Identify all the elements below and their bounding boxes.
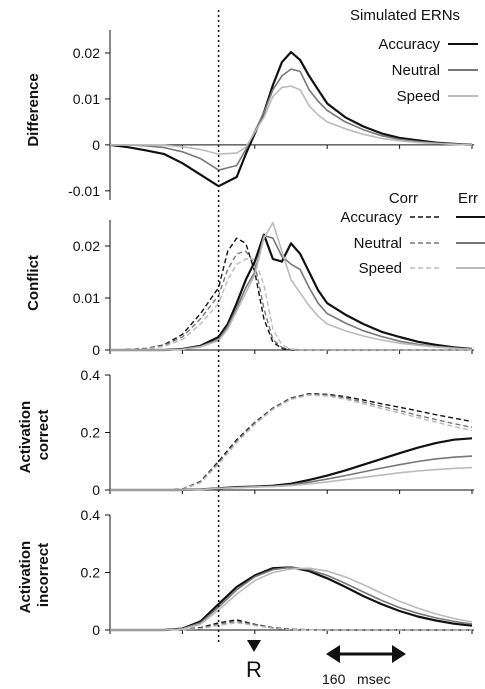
plot-area-difference: -0.01 0 0.01 0.02 bbox=[68, 30, 474, 200]
legend-col-corr: Corr bbox=[389, 190, 418, 207]
y-tick-label: 0 bbox=[92, 137, 100, 153]
series-lines-conflict bbox=[109, 221, 473, 352]
y-tick-label: 0.4 bbox=[81, 507, 101, 523]
panel-conflict: 0 0.01 0.02 Conflict Corr Err Accuracy Neu… bbox=[25, 190, 485, 358]
legend-label-neutral: Neutral bbox=[392, 62, 440, 79]
ticks-activation-incorrect: 0 0.2 0.4 bbox=[81, 507, 110, 638]
series-line-neutral-corr bbox=[109, 250, 472, 351]
series-line-accuracy-err bbox=[110, 233, 473, 352]
plot-area-activation-incorrect: 0 0.2 0.4 bbox=[81, 507, 474, 638]
series-line-accuracy-corr bbox=[110, 619, 472, 631]
scale-bar-right-arrow-icon bbox=[392, 645, 406, 663]
plot-area-conflict: 0 0.01 0.02 bbox=[73, 220, 474, 358]
response-label: R bbox=[246, 657, 262, 682]
series-line-accuracy-corr bbox=[110, 393, 473, 491]
legend-label-speed-2: Speed bbox=[359, 260, 402, 277]
legend-col-err: Err bbox=[458, 190, 478, 207]
y-tick-label: 0.2 bbox=[81, 425, 101, 441]
y-axis-label-activation-correct: Activation correct bbox=[17, 397, 52, 474]
y-tick-label: 0 bbox=[92, 342, 100, 358]
panel-activation-incorrect: 0 0.2 0.4 Activation incorrect bbox=[17, 507, 474, 638]
series-line-speed-corr bbox=[110, 394, 473, 491]
y-tick-label: 0.02 bbox=[73, 45, 100, 61]
scale-bar: 160 msec bbox=[322, 645, 406, 687]
y-axis-label-activation-correct-line1: Activation bbox=[17, 401, 34, 474]
y-tick-label: 0.4 bbox=[81, 367, 101, 383]
y-axis-label-activation-incorrect-line1: Activation bbox=[17, 541, 34, 614]
series-line-neutral-err bbox=[110, 566, 473, 631]
scale-bar-left-arrow-icon bbox=[326, 645, 340, 663]
y-tick-label: 0 bbox=[92, 482, 100, 498]
series-line-neutral-err bbox=[110, 234, 473, 351]
series-line-accuracy-err bbox=[109, 50, 473, 188]
y-tick-label: 0.01 bbox=[73, 91, 100, 107]
panel-difference: -0.01 0 0.01 0.02 Difference Simulated ERNs… bbox=[25, 7, 478, 200]
series-line-accuracy-corr bbox=[109, 237, 472, 351]
legend-conflict: Corr Err Accuracy Neutral Speed bbox=[340, 190, 485, 277]
ticks-difference: -0.01 0 0.01 0.02 bbox=[68, 45, 110, 199]
series-line-speed-corr bbox=[109, 258, 472, 351]
legend-difference: Simulated ERNs Accuracy Neutral Speed bbox=[350, 7, 478, 105]
panel-activation-correct: 0 0.2 0.4 Activation correct bbox=[17, 367, 474, 498]
y-tick-label: 0.02 bbox=[73, 238, 100, 254]
ticks-activation-correct: 0 0.2 0.4 bbox=[81, 367, 110, 498]
series-lines-activation-incorrect bbox=[110, 566, 473, 632]
y-axis-label-activation-incorrect-line2: incorrect bbox=[35, 543, 52, 607]
response-arrow-icon bbox=[247, 640, 261, 652]
scale-bar-label: 160 msec bbox=[322, 671, 390, 687]
series-line-neutral-corr bbox=[110, 393, 473, 491]
y-axis-label-difference: Difference bbox=[25, 73, 42, 146]
plot-area-activation-correct: 0 0.2 0.4 bbox=[81, 367, 474, 498]
y-axis-label-activation-incorrect: Activation incorrect bbox=[17, 537, 52, 614]
legend-label-accuracy-2: Accuracy bbox=[340, 209, 402, 226]
response-marker: R bbox=[217, 10, 262, 682]
legend-label-speed: Speed bbox=[397, 88, 440, 105]
y-tick-label: -0.01 bbox=[68, 183, 100, 199]
series-line-accuracy-err bbox=[110, 566, 473, 632]
series-line-speed-err bbox=[110, 221, 473, 351]
series-line-neutral-corr bbox=[110, 620, 472, 631]
legend-label-neutral-2: Neutral bbox=[354, 235, 402, 252]
legend-title: Simulated ERNs bbox=[350, 7, 460, 24]
y-axis-label-conflict: Conflict bbox=[25, 255, 42, 311]
legend-label-accuracy: Accuracy bbox=[378, 36, 440, 53]
y-axis-label-activation-correct-line2: correct bbox=[35, 410, 52, 461]
y-tick-label: 0.01 bbox=[73, 290, 100, 306]
y-tick-label: 0.2 bbox=[81, 565, 101, 581]
series-line-speed-err bbox=[110, 85, 473, 155]
y-tick-label: 0 bbox=[92, 622, 100, 638]
series-line-neutral-err bbox=[110, 68, 473, 171]
series-line-accuracy-err bbox=[110, 437, 473, 492]
series-lines-activation-correct bbox=[110, 393, 473, 492]
series-line-speed-err bbox=[110, 466, 473, 491]
ticks-conflict: 0 0.01 0.02 bbox=[73, 238, 110, 358]
series-lines-difference bbox=[109, 50, 473, 188]
series-line-speed-err bbox=[110, 567, 473, 631]
